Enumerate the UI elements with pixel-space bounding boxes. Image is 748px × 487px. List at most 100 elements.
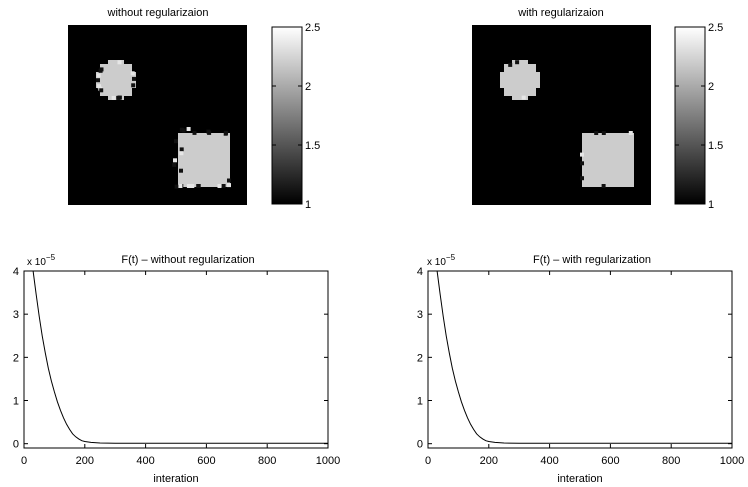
right-speckle-pixel <box>521 95 526 100</box>
left-disk-pixel <box>124 80 128 84</box>
right-disk-pixel <box>512 88 516 92</box>
left-disk-pixel <box>120 88 124 92</box>
left-disk-pixel <box>120 76 124 80</box>
right-disk-pixel <box>524 64 528 68</box>
left-disk-pixel <box>108 80 112 84</box>
left-y-tick-label: 3 <box>13 309 19 321</box>
image-title-right: with regularizaion <box>517 7 604 19</box>
left-speckle-pixel <box>96 78 100 83</box>
right-disk-pixel <box>528 72 532 76</box>
left-disk-pixel <box>124 88 128 92</box>
right-disk-pixel <box>532 88 536 92</box>
left-speckle-pixel <box>221 184 226 188</box>
left-speckle-pixel <box>178 184 183 188</box>
right-disk-pixel <box>532 84 536 88</box>
left-disk-pixel <box>100 64 104 68</box>
right-y-tick-label: 1 <box>417 396 423 408</box>
right-disk-pixel <box>532 80 536 84</box>
left-disk-pixel <box>112 80 116 84</box>
left-colorbar-tick-label: 1 <box>305 199 311 211</box>
left-disk-pixel <box>128 68 132 72</box>
right-square-region <box>582 133 634 187</box>
right-disk-pixel <box>516 88 520 92</box>
right-speckle-pixel <box>594 131 599 135</box>
right-disk-pixel <box>536 76 540 80</box>
right-disk-pixel <box>504 68 508 72</box>
left-disk-pixel <box>124 64 128 68</box>
left-disk-pixel <box>120 84 124 88</box>
colorbar-right-ticks: 1 1.5 2 2.5 <box>675 22 723 211</box>
right-disk-pixel <box>536 80 540 84</box>
left-disk-pixel <box>108 92 112 96</box>
right-disk-pixel <box>500 80 504 84</box>
left-colorbar-tick-label: 2.5 <box>305 22 320 34</box>
right-speckle-pixel <box>580 176 584 181</box>
image-right-regions <box>500 60 634 188</box>
left-speckle-pixel <box>206 129 211 134</box>
right-disk-pixel <box>532 68 536 72</box>
right-colorbar-tick-label: 1.5 <box>708 140 723 152</box>
right-disk-pixel <box>520 60 524 64</box>
left-speckle-pixel <box>181 128 186 133</box>
left-speckle-pixel <box>173 158 177 163</box>
right-disk-pixel <box>512 84 516 88</box>
right-disk-pixel <box>528 84 532 88</box>
image-panel-right: with regularizaion <box>472 7 651 205</box>
right-disk-pixel <box>500 84 504 88</box>
left-speckle-pixel <box>190 184 195 188</box>
image-left-regions <box>96 60 231 189</box>
left-speckle-pixel <box>97 84 102 89</box>
left-disk-pixel <box>116 92 120 96</box>
right-disk-pixel <box>500 76 504 80</box>
left-speckle-pixel <box>179 151 184 156</box>
left-disk-pixel <box>128 84 132 88</box>
image-panel-left: without regularizaion <box>68 7 247 205</box>
right-disk-pixel <box>512 64 516 68</box>
left-disk-pixel <box>104 80 108 84</box>
left-disk-pixel <box>108 64 112 68</box>
right-speckle-pixel <box>580 161 584 166</box>
right-disk-pixel <box>504 88 508 92</box>
left-speckle-pixel <box>130 71 135 76</box>
right-y-tick-label: 2 <box>417 352 423 364</box>
left-y-tick-label: 4 <box>13 266 19 278</box>
left-disk-pixel <box>116 64 120 68</box>
plot-left-series-line <box>32 270 328 444</box>
left-disk-pixel <box>132 80 136 84</box>
right-disk-pixel <box>536 84 540 88</box>
left-disk-pixel <box>116 72 120 76</box>
left-disk-pixel <box>124 76 128 80</box>
left-disk-pixel <box>104 76 108 80</box>
plot-right-xlabel: interation <box>557 473 602 485</box>
right-disk-pixel <box>524 68 528 72</box>
right-speckle-pixel <box>601 131 606 135</box>
right-disk-pixel <box>520 92 524 96</box>
left-disk-pixel <box>120 80 124 84</box>
left-disk-pixel <box>128 72 132 76</box>
right-disk-pixel <box>520 68 524 72</box>
right-disk-pixel <box>508 88 512 92</box>
left-disk-pixel <box>96 76 100 80</box>
right-disk-pixel <box>504 72 508 76</box>
right-disk-pixel <box>512 76 516 80</box>
right-disk-pixel <box>524 80 528 84</box>
right-disk-pixel <box>516 80 520 84</box>
right-disk-pixel <box>500 72 504 76</box>
left-disk-pixel <box>112 76 116 80</box>
right-disk-pixel <box>520 64 524 68</box>
right-disk-pixel <box>528 68 532 72</box>
left-disk-pixel <box>100 72 104 76</box>
left-disk-pixel <box>128 80 132 84</box>
right-disk-pixel <box>528 64 532 68</box>
left-speckle-pixel <box>99 88 104 93</box>
left-disk-pixel <box>116 84 120 88</box>
right-disk-pixel <box>516 76 520 80</box>
left-disk-pixel <box>112 72 116 76</box>
left-speckle-pixel <box>224 130 228 135</box>
left-disk-pixel <box>128 76 132 80</box>
right-colorbar-tick-label: 2 <box>708 81 714 93</box>
left-disk-pixel <box>124 92 128 96</box>
plot-left-exponent: x 10−5 <box>27 253 56 268</box>
right-disk-pixel <box>520 88 524 92</box>
right-x-tick-label: 1000 <box>720 455 744 467</box>
